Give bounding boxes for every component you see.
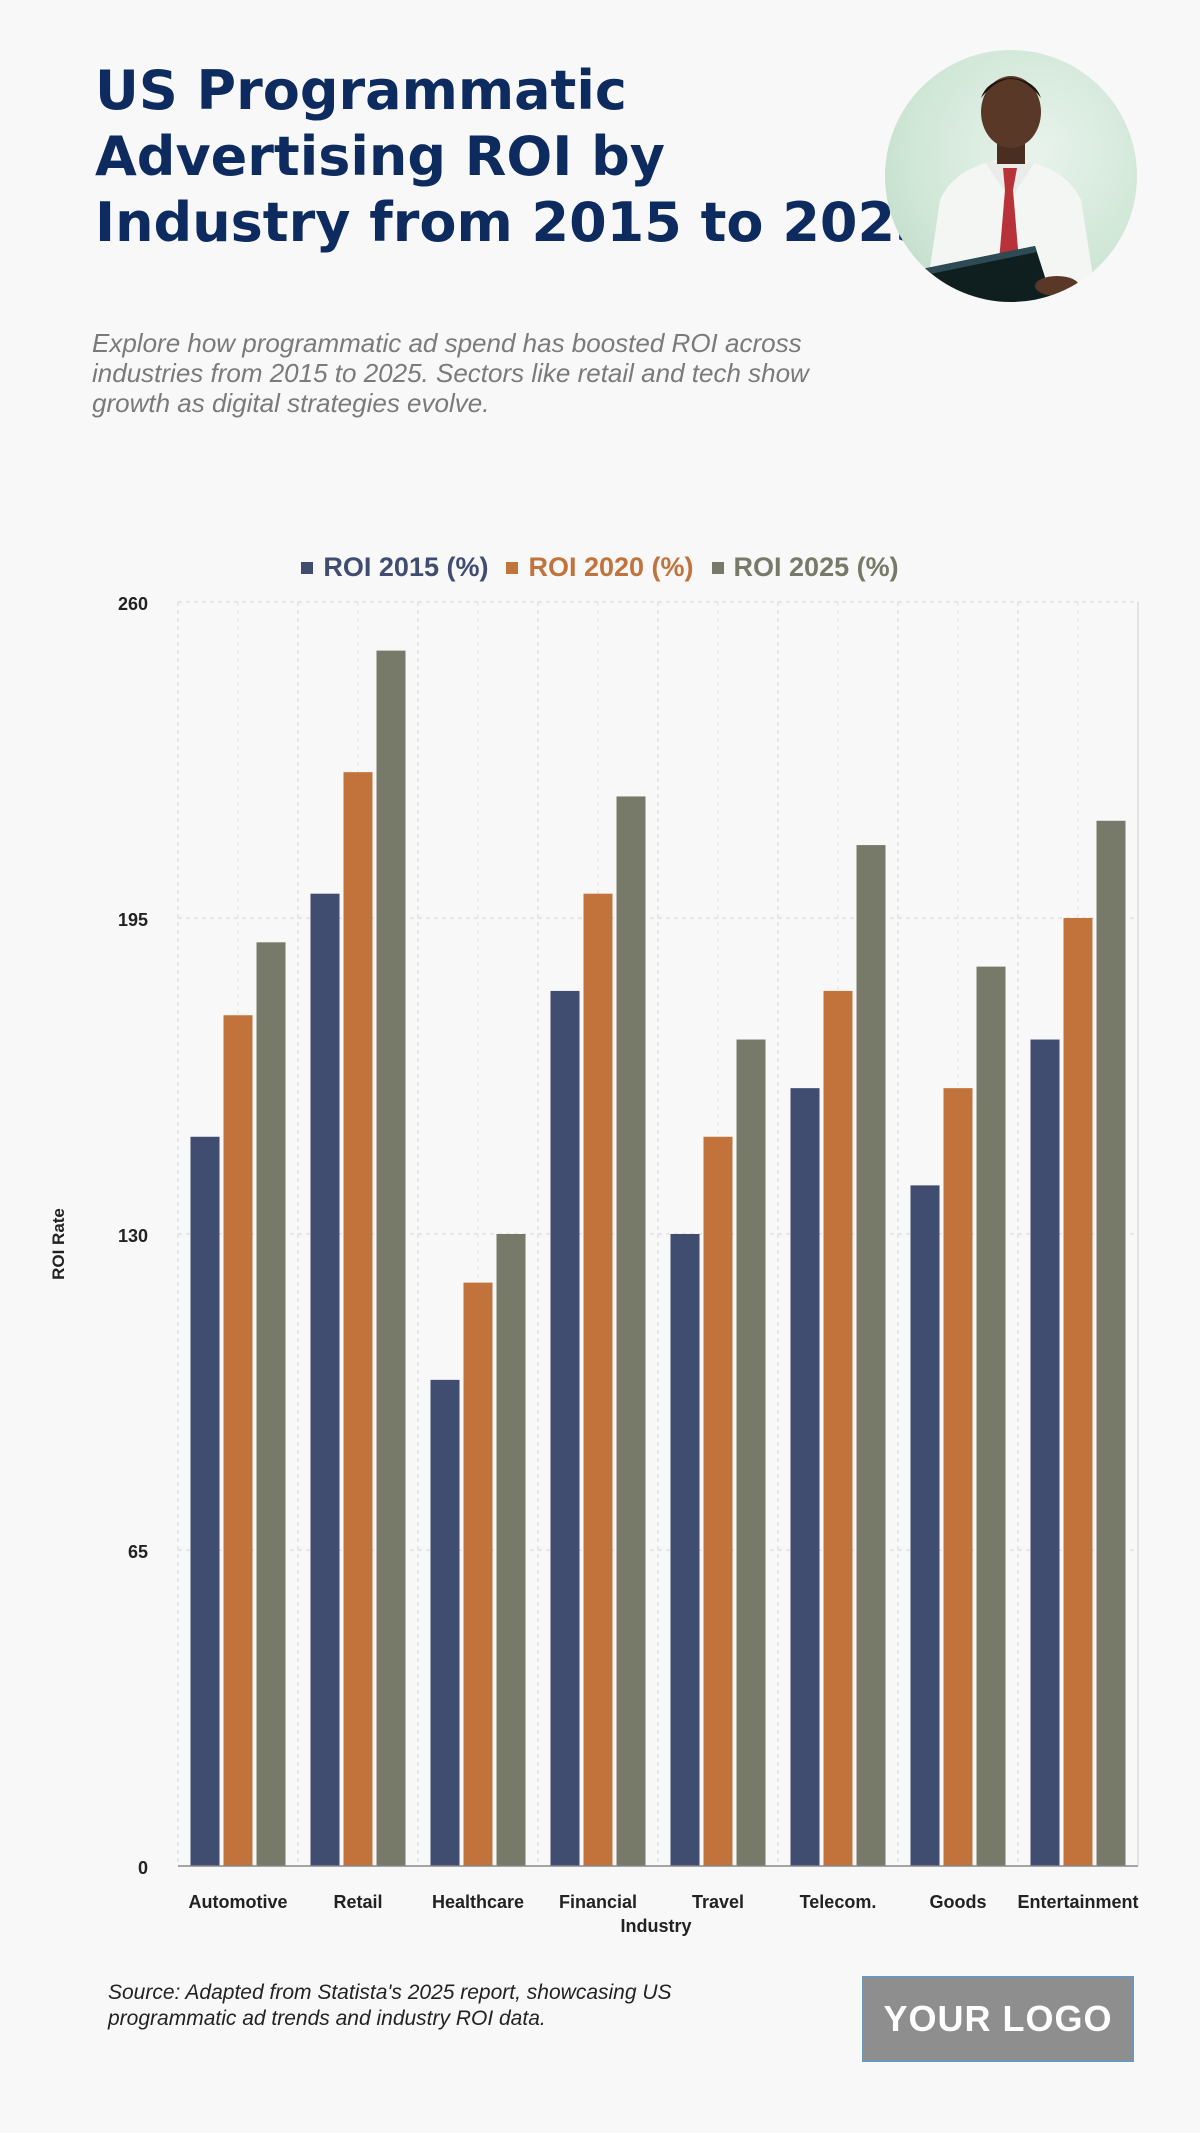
businessman-illustration <box>907 76 1097 302</box>
subtitle: Explore how programmatic ad spend has bo… <box>92 328 892 418</box>
bar-2015 <box>910 1185 940 1866</box>
bar-2015 <box>550 990 580 1866</box>
bar-2020 <box>343 772 373 1866</box>
x-tick-label: Travel <box>692 1892 744 1912</box>
bar-2020 <box>583 893 613 1866</box>
bar-2015 <box>430 1379 460 1866</box>
bar-2025 <box>856 845 886 1866</box>
legend-swatch-2025 <box>711 561 724 574</box>
logo-placeholder: YOUR LOGO <box>862 1976 1134 2062</box>
title-line: US Programmatic <box>95 59 627 122</box>
legend-swatch-2015 <box>301 561 314 574</box>
x-tick-label: Financial <box>559 1892 637 1912</box>
x-axis-title: Industry <box>620 1916 691 1936</box>
legend-label-2015: ROI 2015 (%) <box>323 552 489 582</box>
subtitle-line: industries from 2015 to 2025. Sectors li… <box>92 358 809 388</box>
source-note: Source: Adapted from Statista's 2025 rep… <box>108 1980 828 2032</box>
legend-item-2015: ROI 2015 (%) <box>301 552 488 583</box>
y-tick-label: 260 <box>118 594 148 614</box>
bar-2015 <box>1030 1039 1060 1866</box>
x-tick-label: Goods <box>930 1892 987 1912</box>
bar-2025 <box>1096 820 1126 1866</box>
x-tick-label: Retail <box>333 1892 382 1912</box>
y-tick-label: 130 <box>118 1226 148 1246</box>
businessman-photo <box>885 50 1137 302</box>
title-line: Industry from 2015 to 2025 <box>95 191 933 254</box>
bar-2020 <box>703 1136 733 1866</box>
y-axis-title: ROI Rate <box>49 1208 68 1280</box>
bar-2025 <box>976 966 1006 1866</box>
x-tick-label: Entertainment <box>1017 1892 1138 1912</box>
title-line: Advertising ROI by <box>95 125 666 188</box>
source-line: programmatic ad trends and industry ROI … <box>108 2007 546 2030</box>
y-tick-label: 65 <box>128 1542 148 1562</box>
bar-2020 <box>943 1088 973 1866</box>
source-line: Source: Adapted from Statista's 2025 rep… <box>108 1981 672 2004</box>
bar-2020 <box>463 1282 493 1866</box>
legend-item-2020: ROI 2020 (%) <box>506 552 694 583</box>
bar-2020 <box>823 990 853 1866</box>
y-tick-label: 0 <box>138 1858 148 1878</box>
bar-2025 <box>496 1234 526 1866</box>
bar-2020 <box>223 1015 253 1866</box>
subtitle-line: Explore how programmatic ad spend has bo… <box>92 328 802 358</box>
legend-item-2025: ROI 2025 (%) <box>711 552 899 583</box>
bar-2015 <box>790 1088 820 1866</box>
x-tick-label: Healthcare <box>432 1892 524 1912</box>
bar-2025 <box>256 942 286 1866</box>
bar-2015 <box>190 1136 220 1866</box>
bar-2015 <box>310 893 340 1866</box>
bar-chart: 0 65 130 195 260 Automotive Retail Healthcare Fi… <box>49 594 1139 1936</box>
legend-label-2020: ROI 2020 (%) <box>528 552 694 582</box>
legend-label-2025: ROI 2025 (%) <box>733 552 899 582</box>
bar-2025 <box>616 796 646 1866</box>
x-tick-label: Automotive <box>189 1892 288 1912</box>
bar-2015 <box>670 1234 700 1866</box>
legend-swatch-2020 <box>506 561 519 574</box>
y-tick-label: 195 <box>118 910 148 930</box>
chart-legend: ROI 2015 (%) ROI 2020 (%) ROI 2025 (%) <box>0 552 1200 583</box>
x-tick-label: Telecom. <box>800 1892 877 1912</box>
page-title: US Programmatic Advertising ROI by Indus… <box>95 58 933 256</box>
bar-2025 <box>736 1039 766 1866</box>
subtitle-line: growth as digital strategies evolve. <box>92 388 490 418</box>
bar-2025 <box>376 650 406 1866</box>
bar-2020 <box>1063 918 1093 1866</box>
